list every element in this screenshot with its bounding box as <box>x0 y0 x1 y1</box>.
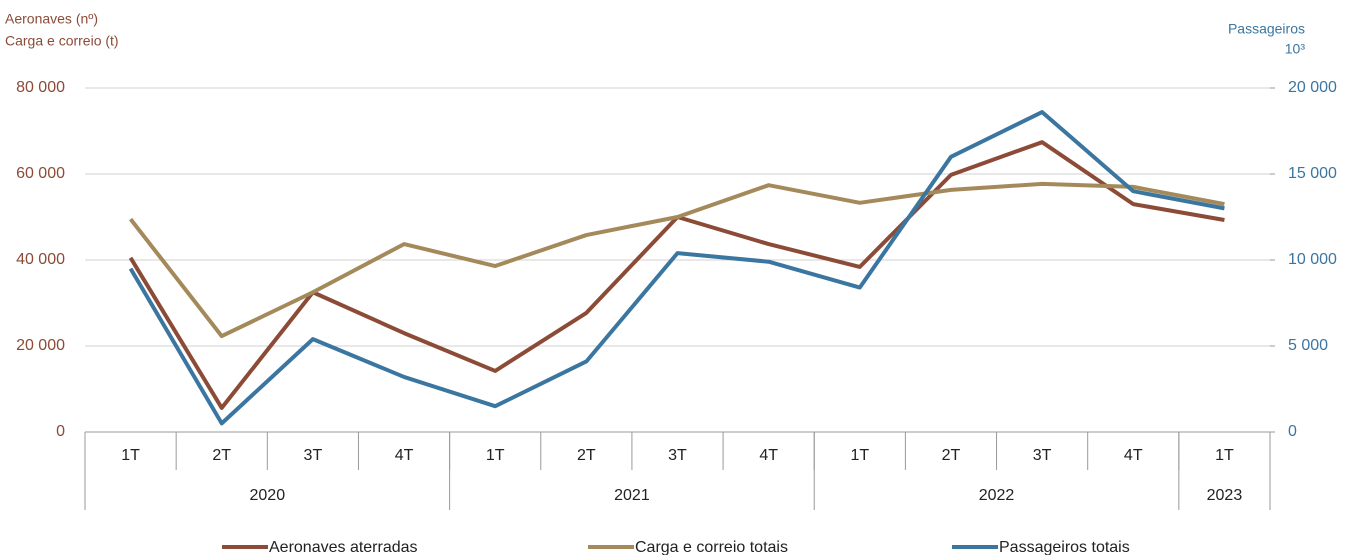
y2-tick-label: 20 000 <box>1288 79 1337 96</box>
x-tick-label: 3T <box>1033 447 1052 464</box>
y2-tick-label: 10 000 <box>1288 251 1337 268</box>
y-tick-label: 40 000 <box>16 251 65 268</box>
legend-label: Passageiros totais <box>999 539 1130 555</box>
x-tick-label: 4T <box>395 447 414 464</box>
x-tick-label: 2T <box>577 447 596 464</box>
x-tick-label: 3T <box>304 447 323 464</box>
series-line <box>128 110 1225 426</box>
x-tick-label: 1T <box>1215 447 1234 464</box>
series-line <box>128 181 1225 339</box>
x-tick-label: 1T <box>121 447 140 464</box>
x-group-label: 2023 <box>1207 487 1243 504</box>
x-group-label: 2020 <box>250 487 286 504</box>
y2-axis-title: 10³ <box>1285 41 1306 57</box>
y2-tick-label: 15 000 <box>1288 165 1337 182</box>
legend-label: Carga e correio totais <box>635 539 788 555</box>
y-tick-label: 80 000 <box>16 79 65 96</box>
y-tick-label: 20 000 <box>16 337 65 354</box>
series-line <box>128 140 1225 410</box>
y-tick-label: 60 000 <box>16 165 65 182</box>
legend-label: Aeronaves aterradas <box>269 539 418 555</box>
x-tick-label: 1T <box>850 447 869 464</box>
x-group-label: 2021 <box>614 487 650 504</box>
x-group-label: 2022 <box>979 487 1015 504</box>
x-tick-label: 4T <box>1124 447 1143 464</box>
y-axis-title: Aeronaves (nº) <box>5 11 98 27</box>
y2-tick-label: 5 000 <box>1288 337 1328 354</box>
y2-axis-title: Passageiros <box>1228 21 1305 37</box>
x-tick-label: 2T <box>212 447 231 464</box>
x-tick-label: 2T <box>942 447 961 464</box>
x-tick-label: 3T <box>668 447 687 464</box>
x-tick-label: 4T <box>759 447 778 464</box>
y-tick-label: 0 <box>56 423 65 440</box>
y-axis-title: Carga e correio (t) <box>5 33 119 49</box>
y2-tick-label: 0 <box>1288 423 1297 440</box>
x-tick-label: 1T <box>486 447 505 464</box>
